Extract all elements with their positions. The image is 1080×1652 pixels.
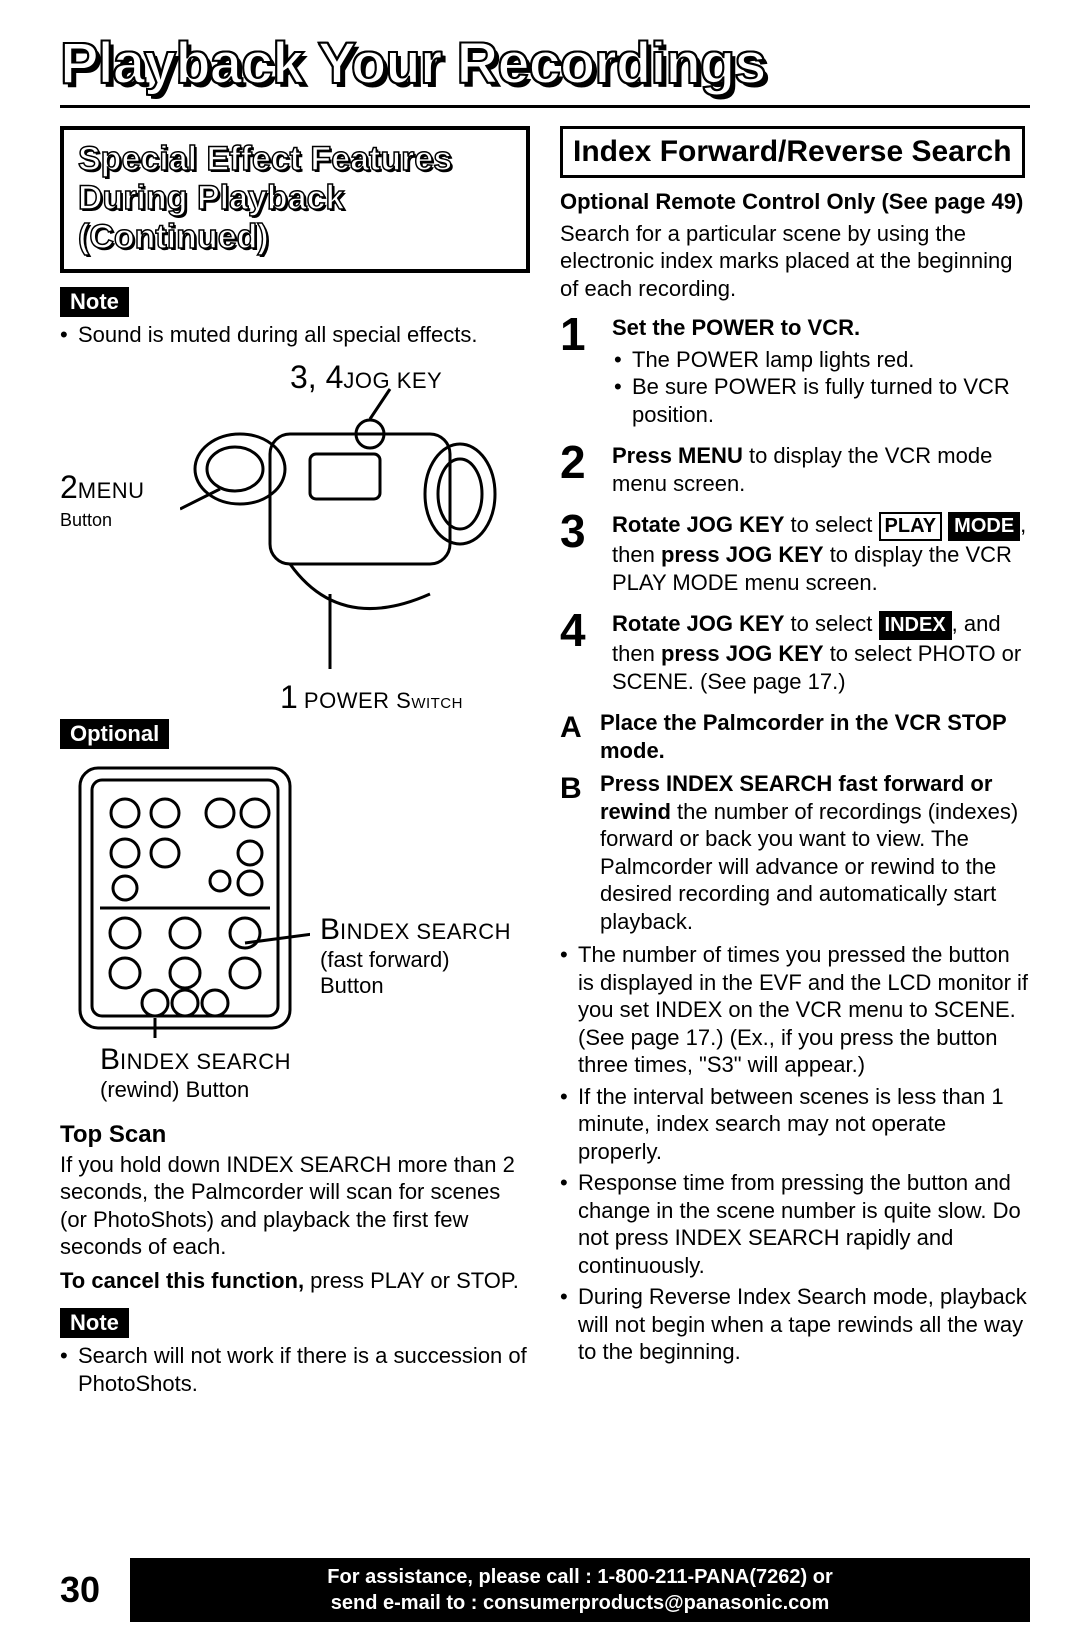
note2-tag: Note [60, 1308, 129, 1338]
page-number: 30 [60, 1569, 100, 1611]
note-tag: Note [60, 287, 129, 317]
end-b3: Response time from pressing the button a… [560, 1169, 1030, 1279]
menu-button-label: 2MENU Button [60, 469, 145, 532]
index-search-heading: Index Forward/Reverse Search [560, 126, 1025, 178]
page-title: Playback Your Recordings [60, 30, 1030, 97]
index-search-ff-label: BINDEX SEARCH (fast forward) Button [320, 913, 511, 999]
note-bullet: Sound is muted during all special effect… [60, 321, 530, 349]
remote-diagram: BINDEX SEARCH (fast forward) Button BIND… [60, 763, 530, 1103]
note2-bullet: Search will not work if there is a succe… [60, 1342, 530, 1397]
step-4: 4 Rotate JOG KEY to select INDEX, and th… [560, 610, 1030, 695]
top-scan-heading: Top Scan [60, 1121, 530, 1149]
optional-tag: Optional [60, 719, 169, 749]
note-bullets: Sound is muted during all special effect… [60, 321, 530, 349]
ab-b: B Press INDEX SEARCH fast forward or rew… [560, 770, 1030, 935]
footer-bar: For assistance, please call : 1-800-211-… [130, 1558, 1030, 1622]
index-search-rw-label: BINDEX SEARCH (rewind) Button [100, 1043, 291, 1103]
step1-b1: The POWER lamp lights red. [612, 346, 1030, 374]
optional-remote-sub: Optional Remote Control Only (See page 4… [560, 188, 1030, 216]
special-effect-box: Special Effect Features During Playback … [60, 126, 530, 273]
end-b2: If the interval between scenes is less t… [560, 1083, 1030, 1166]
step1-b2: Be sure POWER is fully turned to VCR pos… [612, 373, 1030, 428]
step-2: 2 Press MENU to display the VCR mode men… [560, 442, 1030, 497]
right-column: Index Forward/Reverse Search Optional Re… [560, 126, 1030, 1401]
footer: 30 For assistance, please call : 1-800-2… [60, 1558, 1030, 1622]
top-scan-p1: If you hold down INDEX SEARCH more than … [60, 1151, 530, 1261]
ab-a: A Place the Palmcorder in the VCR STOP m… [560, 709, 1030, 764]
end-b4: During Reverse Index Search mode, playba… [560, 1283, 1030, 1366]
end-bullets: The number of times you pressed the butt… [560, 941, 1030, 1366]
box-line1: Special Effect Features [78, 140, 512, 179]
columns: Special Effect Features During Playback … [60, 126, 1030, 1401]
index-intro: Search for a particular scene by using t… [560, 220, 1030, 303]
step-1: 1 Set the POWER to VCR. The POWER lamp l… [560, 314, 1030, 428]
step-3: 3 Rotate JOG KEY to select PLAY MODE, th… [560, 511, 1030, 596]
camcorder-icon [180, 379, 500, 679]
end-b1: The number of times you pressed the butt… [560, 941, 1030, 1079]
ab-list: A Place the Palmcorder in the VCR STOP m… [560, 709, 1030, 935]
note2-bullets: Search will not work if there is a succe… [60, 1342, 530, 1397]
title-rule [60, 105, 1030, 108]
remote-control-icon [70, 763, 310, 1038]
camera-diagram: 3, 4JOG KEY 2MENU Button [60, 359, 530, 719]
left-column: Special Effect Features During Playback … [60, 126, 530, 1401]
box-line2: During Playback (Continued) [78, 179, 512, 257]
steps-list: 1 Set the POWER to VCR. The POWER lamp l… [560, 314, 1030, 695]
top-scan-p2: To cancel this function, press PLAY or S… [60, 1267, 530, 1295]
power-switch-label: 1 POWER Switch [280, 679, 463, 716]
